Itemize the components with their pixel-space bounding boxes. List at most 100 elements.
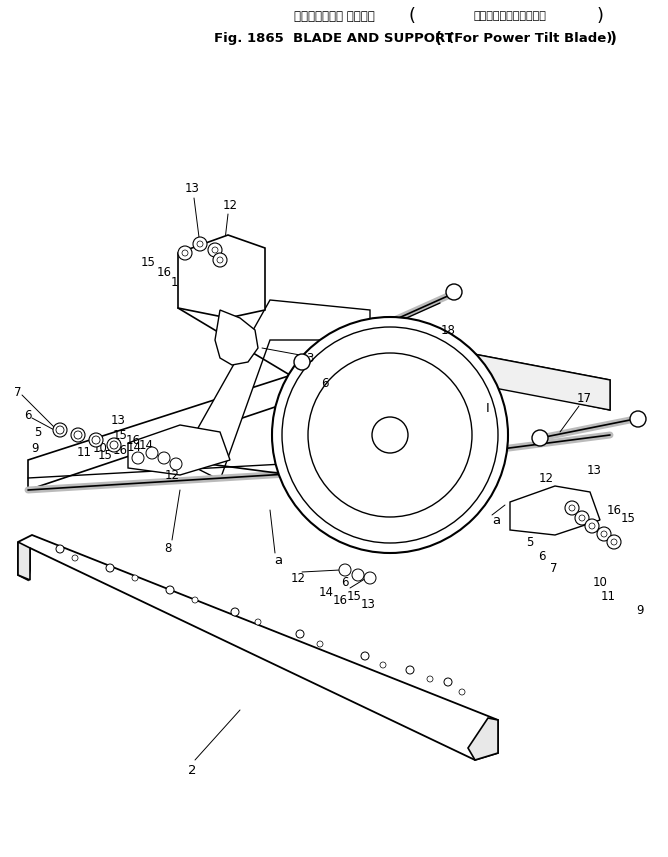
Circle shape xyxy=(459,689,465,695)
Polygon shape xyxy=(468,718,498,760)
Text: 8: 8 xyxy=(164,542,172,554)
Text: (: ( xyxy=(435,31,442,45)
Text: ): ) xyxy=(597,7,603,25)
Circle shape xyxy=(166,586,174,594)
Text: 9: 9 xyxy=(636,603,644,616)
Text: 16: 16 xyxy=(126,434,140,446)
Circle shape xyxy=(197,241,203,247)
Circle shape xyxy=(192,597,198,603)
Circle shape xyxy=(107,438,121,452)
Circle shape xyxy=(569,505,575,511)
Text: 7: 7 xyxy=(550,561,558,574)
Text: ブレードおよび サポート: ブレードおよび サポート xyxy=(294,9,374,22)
Text: 16: 16 xyxy=(333,594,347,607)
Circle shape xyxy=(532,430,548,446)
Circle shape xyxy=(212,247,218,253)
Circle shape xyxy=(575,511,589,525)
Text: 3: 3 xyxy=(307,351,314,364)
Circle shape xyxy=(74,431,82,439)
Polygon shape xyxy=(28,340,610,490)
Circle shape xyxy=(56,426,64,434)
Circle shape xyxy=(272,317,508,553)
Circle shape xyxy=(178,246,192,260)
Circle shape xyxy=(579,515,585,521)
Circle shape xyxy=(213,253,227,267)
Circle shape xyxy=(193,237,207,251)
Text: 14: 14 xyxy=(126,440,142,453)
Polygon shape xyxy=(18,535,498,760)
Text: 12: 12 xyxy=(291,572,305,584)
Text: 4: 4 xyxy=(517,522,525,535)
Text: 11: 11 xyxy=(601,590,615,602)
Text: 15: 15 xyxy=(140,256,156,269)
Circle shape xyxy=(255,619,261,625)
Circle shape xyxy=(308,353,472,517)
Circle shape xyxy=(296,630,304,638)
Text: 9: 9 xyxy=(31,441,39,454)
Circle shape xyxy=(339,564,351,576)
Circle shape xyxy=(565,501,579,515)
Text: 13: 13 xyxy=(587,464,601,476)
Text: 16: 16 xyxy=(112,444,128,457)
Circle shape xyxy=(611,539,617,545)
Polygon shape xyxy=(18,542,30,580)
Circle shape xyxy=(294,354,310,370)
Circle shape xyxy=(208,243,222,257)
Polygon shape xyxy=(180,300,370,480)
Text: 6: 6 xyxy=(24,409,32,422)
Text: 12: 12 xyxy=(538,471,554,484)
Circle shape xyxy=(630,411,646,427)
Circle shape xyxy=(282,327,498,543)
Circle shape xyxy=(146,447,158,459)
Text: ): ) xyxy=(610,31,617,45)
Circle shape xyxy=(372,417,408,453)
Circle shape xyxy=(53,423,67,437)
Text: 15: 15 xyxy=(347,590,361,602)
Text: 15: 15 xyxy=(113,428,128,441)
Polygon shape xyxy=(215,310,258,365)
Text: 14: 14 xyxy=(568,492,582,505)
Text: パワーチルトブレード用: パワーチルトブレード用 xyxy=(474,11,546,21)
Text: 12: 12 xyxy=(164,469,180,482)
Circle shape xyxy=(361,652,369,660)
Text: 18: 18 xyxy=(441,323,456,337)
Text: 13: 13 xyxy=(111,413,126,427)
Circle shape xyxy=(585,519,599,533)
Text: a: a xyxy=(492,513,500,526)
Circle shape xyxy=(589,523,595,529)
Text: 7: 7 xyxy=(14,386,22,399)
Text: 6: 6 xyxy=(538,549,546,562)
Text: 5: 5 xyxy=(526,536,534,548)
Text: 17: 17 xyxy=(576,392,591,405)
Text: 5: 5 xyxy=(34,425,41,439)
Text: (For Power Tilt Blade): (For Power Tilt Blade) xyxy=(448,32,612,45)
Text: (: ( xyxy=(409,7,415,25)
Circle shape xyxy=(132,575,138,581)
Circle shape xyxy=(170,458,182,470)
Text: 15: 15 xyxy=(621,512,635,524)
Circle shape xyxy=(217,257,223,263)
Text: Fig. 1865  BLADE AND SUPPORT: Fig. 1865 BLADE AND SUPPORT xyxy=(214,32,454,45)
Circle shape xyxy=(89,433,103,447)
Circle shape xyxy=(380,662,386,668)
Polygon shape xyxy=(178,235,265,318)
Circle shape xyxy=(110,441,118,449)
Circle shape xyxy=(158,452,170,464)
Text: 10: 10 xyxy=(593,576,607,589)
Circle shape xyxy=(597,527,611,541)
Circle shape xyxy=(406,666,414,674)
Text: 6: 6 xyxy=(341,577,349,590)
Text: a: a xyxy=(274,554,282,566)
Text: 12: 12 xyxy=(222,199,238,212)
Circle shape xyxy=(182,250,188,256)
Text: 16: 16 xyxy=(607,504,621,517)
Text: 13: 13 xyxy=(184,182,200,195)
Circle shape xyxy=(106,564,114,572)
Text: 14: 14 xyxy=(319,585,333,598)
Circle shape xyxy=(352,569,364,581)
Circle shape xyxy=(231,608,239,616)
Circle shape xyxy=(427,676,433,682)
Circle shape xyxy=(364,572,376,584)
Text: 15: 15 xyxy=(98,448,112,462)
Text: I: I xyxy=(486,401,490,415)
